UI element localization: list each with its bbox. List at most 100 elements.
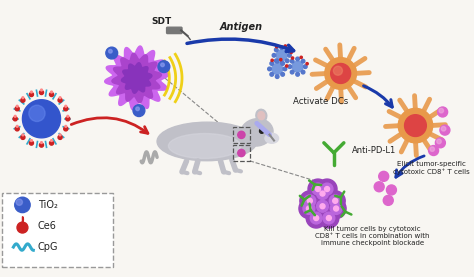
Circle shape [291, 70, 294, 74]
Circle shape [65, 125, 67, 127]
Circle shape [330, 203, 342, 214]
Circle shape [440, 125, 450, 135]
Circle shape [41, 142, 42, 143]
Circle shape [272, 63, 283, 74]
Circle shape [238, 149, 245, 157]
Circle shape [15, 107, 19, 111]
Circle shape [268, 67, 271, 71]
Circle shape [321, 183, 333, 195]
Circle shape [334, 206, 338, 211]
Circle shape [441, 127, 446, 131]
Circle shape [136, 107, 139, 111]
Circle shape [331, 63, 351, 83]
Circle shape [21, 98, 25, 102]
Circle shape [300, 56, 302, 58]
Circle shape [67, 116, 69, 117]
Circle shape [29, 105, 45, 122]
Circle shape [39, 143, 44, 147]
Ellipse shape [240, 119, 273, 146]
Text: SDT: SDT [152, 17, 172, 25]
Circle shape [333, 198, 337, 203]
Circle shape [21, 135, 25, 139]
Circle shape [41, 89, 42, 91]
Circle shape [66, 117, 70, 121]
FancyBboxPatch shape [2, 193, 113, 268]
Circle shape [274, 59, 278, 63]
Circle shape [16, 125, 18, 127]
Circle shape [22, 134, 24, 136]
Circle shape [286, 65, 288, 67]
Circle shape [15, 127, 19, 131]
Circle shape [308, 179, 328, 199]
Circle shape [39, 91, 44, 94]
Circle shape [14, 116, 16, 117]
Ellipse shape [258, 112, 265, 120]
Circle shape [288, 65, 292, 68]
Circle shape [271, 59, 273, 61]
Circle shape [29, 93, 34, 96]
Circle shape [303, 203, 315, 214]
Circle shape [238, 131, 245, 138]
Circle shape [329, 195, 341, 207]
Circle shape [320, 204, 325, 209]
Circle shape [51, 91, 53, 93]
Circle shape [304, 195, 316, 207]
Circle shape [270, 73, 273, 76]
Circle shape [312, 196, 332, 216]
Polygon shape [105, 46, 169, 110]
Circle shape [49, 93, 54, 96]
Circle shape [303, 65, 307, 68]
Text: Anti-PD-L1: Anti-PD-L1 [352, 146, 396, 155]
Circle shape [317, 200, 328, 212]
Circle shape [296, 57, 300, 61]
Circle shape [300, 191, 320, 211]
Circle shape [374, 182, 384, 192]
Circle shape [327, 216, 331, 220]
Circle shape [379, 171, 389, 181]
Circle shape [306, 208, 326, 228]
Text: Elicit tumor-specific
cytotoxic CD8⁺ T cells: Elicit tumor-specific cytotoxic CD8⁺ T c… [393, 161, 470, 175]
Circle shape [30, 140, 32, 142]
Circle shape [276, 50, 287, 61]
Circle shape [333, 66, 343, 75]
Polygon shape [112, 53, 162, 103]
Circle shape [260, 129, 264, 133]
Circle shape [283, 67, 287, 71]
Circle shape [161, 63, 164, 67]
Circle shape [16, 105, 18, 107]
Circle shape [17, 222, 28, 233]
Circle shape [133, 105, 145, 117]
Circle shape [320, 191, 325, 196]
Circle shape [317, 188, 328, 199]
Circle shape [306, 63, 308, 65]
Circle shape [13, 117, 17, 121]
Circle shape [281, 62, 284, 65]
Text: Ce6: Ce6 [38, 221, 57, 231]
Circle shape [284, 45, 286, 47]
Circle shape [275, 46, 278, 48]
Circle shape [317, 179, 337, 199]
Circle shape [325, 191, 345, 211]
Circle shape [280, 58, 282, 61]
Circle shape [323, 212, 335, 224]
Circle shape [16, 199, 22, 205]
Circle shape [439, 108, 444, 113]
Circle shape [437, 139, 441, 144]
Circle shape [64, 127, 68, 131]
Circle shape [291, 59, 294, 63]
FancyBboxPatch shape [166, 27, 182, 34]
Polygon shape [121, 63, 152, 93]
Circle shape [325, 186, 329, 191]
Ellipse shape [157, 122, 257, 161]
Circle shape [314, 216, 319, 220]
Circle shape [51, 140, 53, 142]
Circle shape [319, 208, 339, 228]
Circle shape [428, 145, 438, 155]
Circle shape [58, 98, 62, 102]
Ellipse shape [168, 134, 241, 158]
Text: CpG: CpG [38, 242, 58, 252]
Circle shape [386, 185, 396, 195]
Circle shape [436, 138, 446, 148]
Circle shape [438, 107, 447, 117]
Circle shape [22, 97, 24, 99]
